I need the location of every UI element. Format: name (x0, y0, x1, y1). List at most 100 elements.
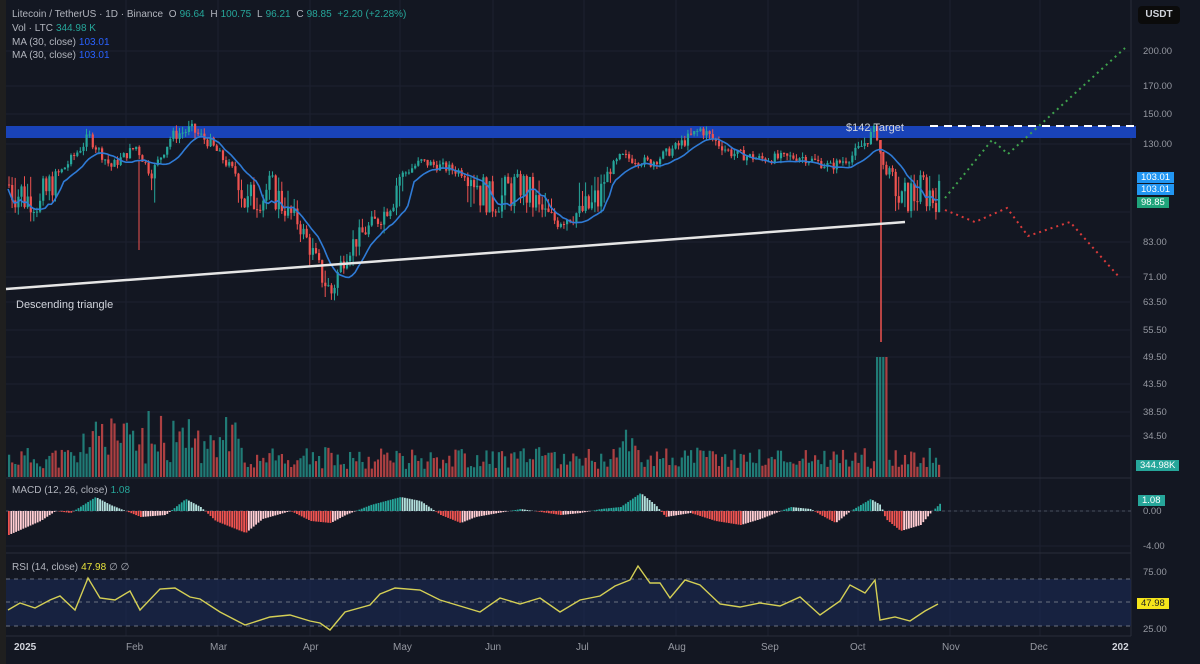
candle-body (175, 130, 178, 140)
macd-bar (262, 511, 265, 519)
candle-body (736, 149, 739, 154)
volume-bar (14, 463, 17, 477)
volume-bar (51, 452, 54, 477)
macd-bar (161, 511, 164, 516)
candle-body (841, 161, 845, 163)
volume-bar (931, 462, 934, 477)
volume-bar (42, 468, 45, 477)
time-tick: Mar (210, 642, 228, 653)
volume-bar (88, 447, 91, 477)
volume-bar (674, 465, 677, 477)
macd-bar (720, 511, 723, 522)
macd-legend[interactable]: MACD (12, 26, close) 1.08 (12, 485, 131, 496)
volume-bar (432, 458, 435, 477)
volume-bar (569, 461, 572, 477)
macd-bar (665, 511, 668, 517)
macd-bar (740, 511, 742, 525)
volume-bar (593, 462, 597, 477)
candle-body (724, 149, 727, 151)
volume-bar (668, 465, 671, 477)
volume-bar (305, 448, 308, 477)
macd-bar (44, 511, 46, 519)
symbol-legend: Litecoin / TetherUS · 1D · Binance O 96.6… (12, 9, 407, 20)
macd-bar (881, 509, 884, 511)
volume-bar (358, 451, 361, 477)
volume-bar (101, 423, 104, 477)
macd-bar (567, 511, 569, 515)
candle-body (550, 211, 553, 213)
candle-body (293, 208, 296, 213)
macd-bar (130, 511, 133, 514)
volume-bar (70, 452, 73, 477)
volume-bar (745, 461, 748, 477)
candle-body (259, 209, 262, 211)
volume-bar (640, 462, 643, 477)
macd-bar (504, 511, 507, 512)
volume-bar (572, 453, 575, 477)
volume-bar (907, 464, 910, 477)
macd-bar (860, 505, 862, 511)
macd-bar (617, 507, 620, 511)
candle-body (798, 158, 801, 161)
ma-legend-2[interactable]: MA (30, close) 103.01 (12, 50, 110, 61)
macd-bar (783, 509, 785, 511)
macd-bar (809, 508, 812, 511)
candle-body (361, 227, 364, 233)
volume-bar (420, 458, 423, 477)
macd-bar (154, 511, 157, 516)
volume-bar (637, 450, 640, 477)
price-tick: 130.00 (1143, 139, 1173, 150)
volume-bar (336, 454, 339, 477)
candle-body (516, 174, 519, 177)
candle-body (305, 228, 308, 238)
candle-body (779, 152, 783, 159)
candle-body (742, 150, 745, 161)
volume-bar (246, 466, 249, 477)
macd-bar (274, 511, 277, 516)
resistance-zone (6, 126, 1136, 138)
ma-legend-1[interactable]: MA (30, close) 103.01 (12, 37, 110, 48)
volume-bar (696, 447, 699, 477)
macd-bar (586, 511, 589, 512)
volume-bar (463, 453, 466, 477)
candle-body (159, 157, 163, 160)
candle-body (845, 161, 848, 163)
candle-body (615, 159, 618, 162)
macd-bar (70, 511, 73, 513)
macd-bar (723, 511, 725, 523)
volume-bar (841, 449, 845, 477)
volume-bar (903, 454, 907, 477)
candle-body (138, 146, 141, 156)
candle-body (355, 239, 358, 247)
volume-bar (665, 448, 668, 477)
macd-bar (824, 511, 826, 518)
volume-bar (900, 464, 903, 477)
candle-body (603, 182, 606, 184)
candle-body (776, 153, 779, 159)
candle-body (789, 155, 792, 157)
candle-body (894, 171, 897, 197)
macd-bar (800, 508, 802, 511)
volume-bar (466, 467, 469, 477)
candle-body (327, 285, 330, 287)
candle-body (541, 204, 544, 210)
macd-bar (497, 511, 500, 513)
macd-bar (418, 500, 421, 511)
macd-bar (305, 511, 308, 519)
volume-bar (203, 441, 206, 477)
candle-body (345, 261, 349, 269)
candle-body (686, 133, 690, 146)
rsi-legend[interactable]: RSI (14, close) 47.98 ∅ ∅ (12, 562, 130, 573)
candle-body (500, 195, 504, 212)
macd-bar (452, 511, 454, 520)
macd-bar (922, 511, 925, 523)
macd-bar (766, 511, 769, 517)
currency-button[interactable]: USDT (1138, 6, 1180, 24)
time-tick: 2025 (14, 642, 37, 653)
volume-legend[interactable]: Vol · LTC 344.98 K (12, 23, 96, 34)
volume-bar (894, 450, 897, 477)
macd-bar (903, 511, 905, 531)
volume-bar (491, 451, 494, 477)
macd-bar (485, 511, 488, 516)
